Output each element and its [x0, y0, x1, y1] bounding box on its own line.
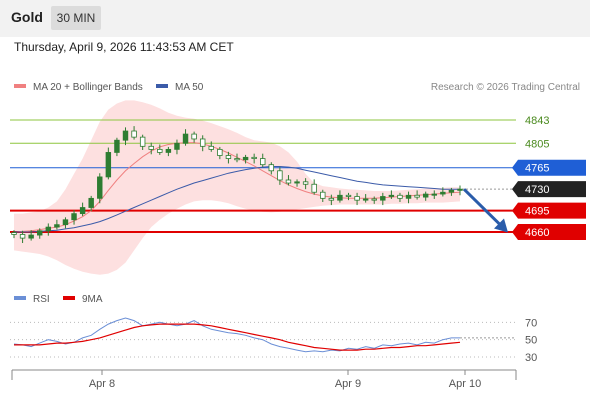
candle-body: [234, 158, 240, 161]
candle-body: [54, 224, 60, 228]
candle-body: [11, 232, 17, 235]
candle-body: [457, 188, 463, 191]
candle-body: [345, 194, 352, 197]
candle-body: [448, 189, 455, 193]
candle-body: [199, 138, 206, 147]
chart-legend: MA 20 + Bollinger Bands MA 50 Research © 2…: [14, 82, 580, 93]
candle-body: [97, 176, 103, 199]
candle-body: [122, 130, 129, 141]
candle-body: [397, 194, 403, 199]
candle-body: [371, 198, 377, 201]
candle-body: [431, 193, 437, 196]
rsi-tick-70: 70: [525, 317, 537, 329]
candle-body: [37, 230, 43, 236]
candle-body: [174, 142, 180, 150]
candle-body: [302, 181, 309, 185]
candle-body: [45, 226, 52, 232]
rsi-panel: RSI 9MA 70 50 30: [10, 294, 537, 364]
level-lines: [10, 119, 516, 233]
legend-label-rsi: RSI: [33, 294, 50, 305]
level-label-4843: 4843: [525, 115, 549, 127]
x-tick-label-2: Apr 10: [449, 378, 481, 390]
candle-body: [362, 198, 369, 201]
legend-swatch-ma20: [14, 84, 26, 88]
level-label-4805: 4805: [525, 138, 549, 150]
forecast-arrow-shaft: [462, 188, 502, 226]
candle-body: [440, 191, 446, 195]
candle-body: [182, 133, 189, 144]
forecast-arrow: [462, 188, 508, 233]
candle-body: [71, 213, 77, 221]
forecast-arrow-head: [494, 218, 508, 233]
level-tags: 4843 4805 4765 4730 4695 4660: [512, 115, 586, 240]
candle-body: [380, 196, 386, 201]
level-tag-4765: [512, 159, 586, 176]
candle-body: [217, 148, 223, 156]
candle-body: [422, 193, 429, 198]
bollinger-band-area: [14, 100, 460, 275]
level-tag-4695: [512, 202, 586, 219]
rsi-tick-30: 30: [525, 352, 537, 364]
candle-body: [139, 136, 146, 147]
legend-swatch-rsi: [14, 296, 26, 300]
candle-body: [225, 155, 232, 159]
candle-body: [19, 234, 26, 239]
legend-label-ma20: MA 20 + Bollinger Bands: [33, 82, 143, 93]
candle-body: [414, 194, 420, 198]
candle-body: [88, 197, 94, 208]
candle-body: [242, 156, 249, 161]
candle-body: [277, 170, 283, 181]
candle-body: [157, 148, 163, 153]
asset-title: Gold: [11, 9, 43, 25]
candle-body: [388, 194, 395, 197]
level-tag-4730: [512, 181, 586, 198]
legend-swatch-ma50: [156, 84, 168, 88]
rsi-ma-line: [14, 323, 461, 351]
candle-body: [320, 191, 326, 199]
candle-body: [148, 145, 154, 150]
legend-label-ma50: MA 50: [175, 82, 204, 93]
timeframe-button[interactable]: 30 MIN: [51, 6, 101, 30]
price-candles: [11, 126, 463, 244]
candle-body: [405, 194, 412, 199]
x-axis: Apr 8 Apr 9 Apr 10: [11, 369, 517, 390]
level-tag-4660: [512, 224, 586, 240]
candle-body: [191, 133, 197, 140]
candle-body: [268, 164, 275, 172]
rsi-tick-50: 50: [525, 335, 537, 347]
candle-body: [165, 148, 172, 153]
legend-label-9ma: 9MA: [82, 294, 103, 305]
candle-body: [251, 156, 257, 159]
candle-body: [79, 207, 86, 215]
candle-body: [208, 145, 214, 150]
candle-body: [328, 197, 335, 201]
candle-body: [294, 181, 300, 184]
candle-body: [105, 152, 112, 178]
level-tag-label-4765: 4765: [525, 163, 549, 175]
candle-body: [114, 139, 120, 153]
bollinger-bands: [14, 100, 460, 275]
candle-body: [62, 219, 69, 226]
candle-body: [337, 194, 343, 201]
level-tag-label-4660: 4660: [525, 227, 549, 239]
x-tick-label-0: Apr 8: [89, 378, 115, 390]
timestamp: Thursday, April 9, 2026 11:43:53 AM CET: [14, 40, 234, 54]
level-tag-label-4695: 4695: [525, 206, 549, 218]
rsi-line: [13, 317, 460, 353]
candle-body: [311, 183, 317, 193]
candle-body: [260, 158, 266, 166]
credit-text: Research © 2026 Trading Central: [431, 82, 580, 93]
candle-body: [28, 234, 34, 239]
level-tag-label-4730: 4730: [525, 184, 549, 196]
legend-swatch-9ma: [63, 296, 75, 300]
ma50-line: [14, 166, 460, 233]
candle-body: [285, 179, 292, 184]
candle-body: [131, 130, 137, 138]
x-tick-label-1: Apr 9: [335, 378, 361, 390]
candle-body: [354, 196, 360, 201]
